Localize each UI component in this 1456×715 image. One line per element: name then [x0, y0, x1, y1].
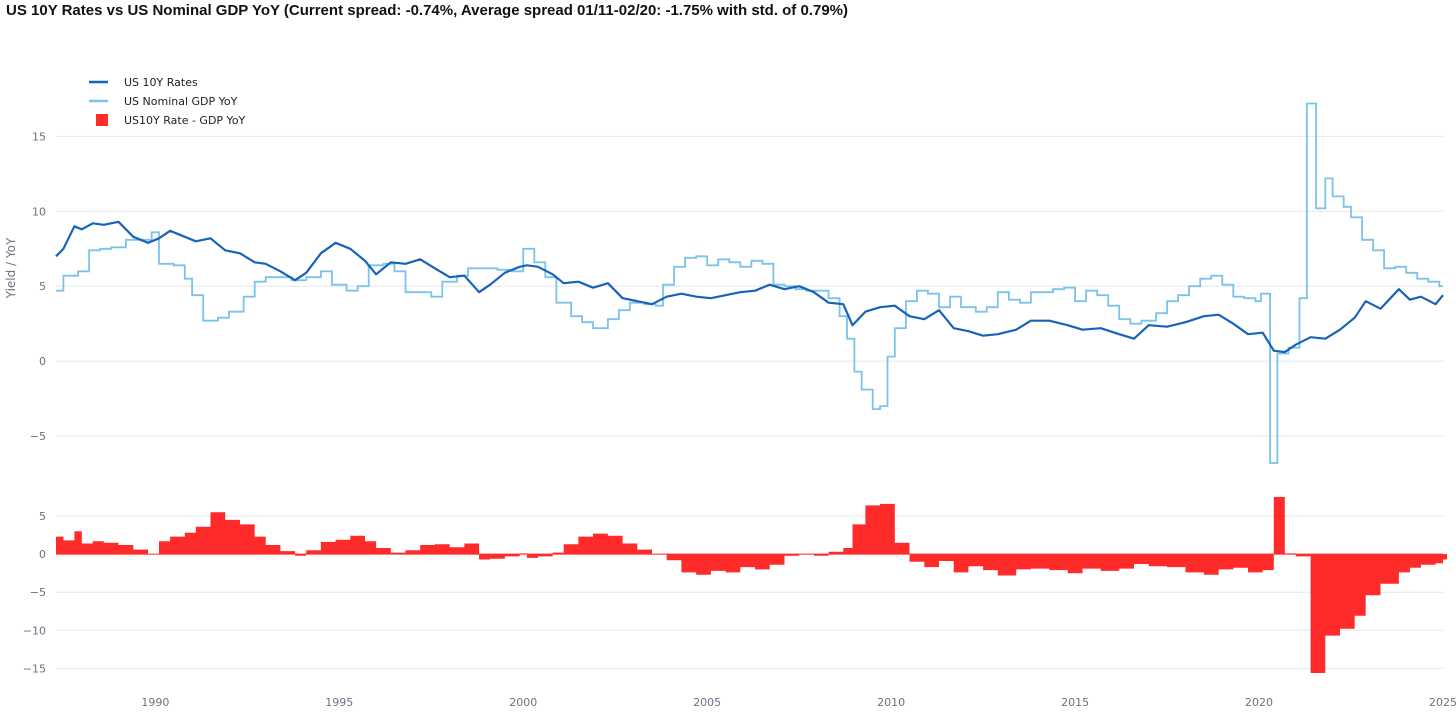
- y-tick: 10: [32, 205, 46, 218]
- y-tick: −10: [23, 624, 46, 637]
- y-tick-label: 5: [39, 510, 46, 523]
- y-tick: −5: [30, 430, 46, 443]
- x-tick-label: 2005: [693, 696, 721, 709]
- x-tick: 2015: [1061, 696, 1089, 709]
- y-tick: 5: [39, 510, 46, 523]
- y-tick: −5: [30, 586, 46, 599]
- x-tick-label: 2015: [1061, 696, 1089, 709]
- line-series: [55, 102, 1444, 464]
- y-tick-label: −15: [23, 662, 46, 675]
- y-tick: 15: [32, 130, 46, 143]
- y-tick-label: 0: [39, 548, 46, 561]
- spread-area-path: [56, 497, 1447, 673]
- y-tick-label: 15: [32, 130, 46, 143]
- chart-title: US 10Y Rates vs US Nominal GDP YoY (Curr…: [6, 2, 848, 19]
- y-tick: −15: [23, 662, 46, 675]
- spread-area: [56, 497, 1447, 673]
- legend-label: US 10Y Rates: [124, 76, 198, 89]
- y-axis-label: Yield / YoY: [4, 237, 18, 299]
- legend-label: US Nominal GDP YoY: [124, 95, 238, 108]
- top-panel-grid: [56, 135, 1443, 437]
- x-tick-label: 2025: [1429, 696, 1456, 709]
- x-tick: 2020: [1245, 696, 1273, 709]
- x-tick: 1995: [325, 696, 353, 709]
- x-tick: 1990: [141, 696, 169, 709]
- legend-label: US10Y Rate - GDP YoY: [124, 114, 246, 127]
- y-tick-label: −10: [23, 624, 46, 637]
- bottom-y-ticks: −15 −10 −5 0 5: [23, 510, 46, 675]
- legend[interactable]: US 10Y Rates US Nominal GDP YoY US10Y Rate…: [89, 76, 246, 127]
- x-tick-label: 2020: [1245, 696, 1273, 709]
- y-tick-label: −5: [30, 586, 46, 599]
- y-tick-label: 10: [32, 205, 46, 218]
- x-tick: 2000: [509, 696, 537, 709]
- gdp-yoy-line: [56, 102, 1443, 464]
- top-y-ticks: −5 0 5 10 15: [30, 130, 46, 443]
- x-axis-ticks: 1990 1995 2000 2005 2010 2015 2020 2025: [141, 696, 1456, 709]
- x-tick: 2005: [693, 696, 721, 709]
- legend-swatch: [96, 114, 108, 126]
- x-tick-label: 2000: [509, 696, 537, 709]
- x-tick: 2010: [877, 696, 905, 709]
- y-tick: 0: [39, 355, 46, 368]
- y-tick-label: 0: [39, 355, 46, 368]
- legend-item-us10y-rates[interactable]: US 10Y Rates: [89, 76, 198, 89]
- y-tick: 5: [39, 280, 46, 293]
- legend-item-gdp-yoy[interactable]: US Nominal GDP YoY: [89, 95, 238, 108]
- x-tick-label: 2010: [877, 696, 905, 709]
- us10y-rates-line: [55, 220, 1444, 354]
- y-tick-label: −5: [30, 430, 46, 443]
- x-tick-label: 1995: [325, 696, 353, 709]
- x-tick-label: 1990: [141, 696, 169, 709]
- legend-item-spread[interactable]: US10Y Rate - GDP YoY: [96, 114, 246, 127]
- y-tick-label: 5: [39, 280, 46, 293]
- x-tick: 2025: [1429, 696, 1456, 709]
- y-tick: 0: [39, 548, 46, 561]
